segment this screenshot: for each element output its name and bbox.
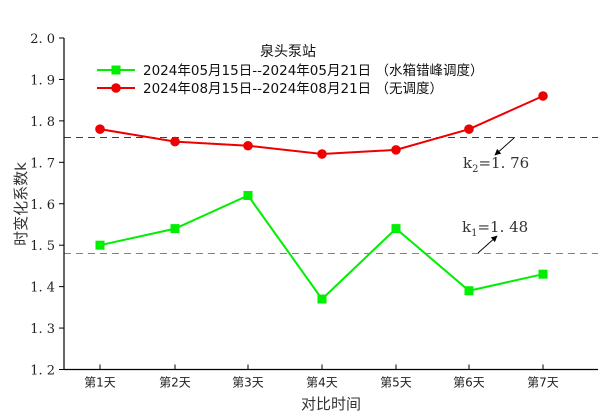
axes: 1. 2 1. 3 1. 4 1. 5 1. 6 1. 7 1. 8 1. 9 2. 0 第1天 第… bbox=[12, 32, 598, 413]
data-point-circle bbox=[538, 91, 548, 101]
y-tick-label: 1. 3 bbox=[30, 322, 55, 337]
data-point-circle bbox=[170, 136, 180, 147]
data-point-square bbox=[317, 294, 327, 304]
data-point-circle bbox=[95, 124, 105, 134]
x-tick-label: 第7天 bbox=[527, 376, 559, 390]
k1-annotation: k1=1. 48 bbox=[462, 218, 528, 239]
legend-square-icon bbox=[111, 65, 121, 75]
data-point-square bbox=[391, 224, 401, 234]
data-point-square bbox=[464, 286, 474, 296]
x-tick-label: 第3天 bbox=[232, 376, 264, 390]
legend-circle-icon bbox=[111, 83, 121, 93]
x-tick-label: 第4天 bbox=[306, 376, 338, 390]
arrow-icon bbox=[477, 235, 498, 254]
y-tick-label: 1. 2 bbox=[30, 364, 55, 379]
data-point-square bbox=[95, 240, 105, 250]
y-tick-label: 1. 5 bbox=[30, 239, 55, 254]
data-point-circle bbox=[464, 124, 474, 134]
data-point-circle bbox=[391, 145, 401, 155]
data-point-circle bbox=[317, 149, 327, 159]
x-tick-label: 第5天 bbox=[380, 376, 412, 390]
y-tick-label: 1. 6 bbox=[30, 198, 55, 213]
x-tick-label: 第2天 bbox=[159, 376, 191, 390]
y-tick-label: 2. 0 bbox=[30, 32, 55, 47]
annotations: k2=1. 76 k1=1. 48 bbox=[462, 137, 529, 254]
arrow-icon bbox=[494, 137, 515, 156]
data-point-square bbox=[538, 269, 548, 279]
series-line bbox=[99, 194, 544, 301]
y-axis-title: 时变化系数k bbox=[12, 162, 30, 246]
x-tick-label: 第6天 bbox=[453, 376, 485, 390]
data-point-circle bbox=[243, 140, 253, 151]
plot-area bbox=[64, 91, 598, 304]
legend-entry: 2024年05月15日--2024年05月21日 （水箱错峰调度） bbox=[143, 63, 483, 79]
y-tick-label: 1. 9 bbox=[30, 73, 55, 88]
data-point-square bbox=[243, 190, 253, 200]
legend: 泉头泵站 2024年05月15日--2024年05月21日 （水箱错峰调度） 202… bbox=[97, 43, 483, 97]
legend-title: 泉头泵站 bbox=[260, 43, 316, 60]
y-tick-label: 1. 7 bbox=[30, 156, 55, 171]
x-axis-title: 对比时间 bbox=[301, 395, 361, 413]
y-tick-label: 1. 4 bbox=[30, 281, 55, 296]
k2-annotation: k2=1. 76 bbox=[463, 154, 529, 175]
y-tick-label: 1. 8 bbox=[30, 115, 55, 130]
series-line bbox=[99, 95, 544, 156]
data-point-square bbox=[170, 224, 180, 234]
legend-entry: 2024年08月15日--2024年08月21日 （无调度） bbox=[143, 81, 443, 97]
x-tick-label: 第1天 bbox=[84, 376, 116, 390]
